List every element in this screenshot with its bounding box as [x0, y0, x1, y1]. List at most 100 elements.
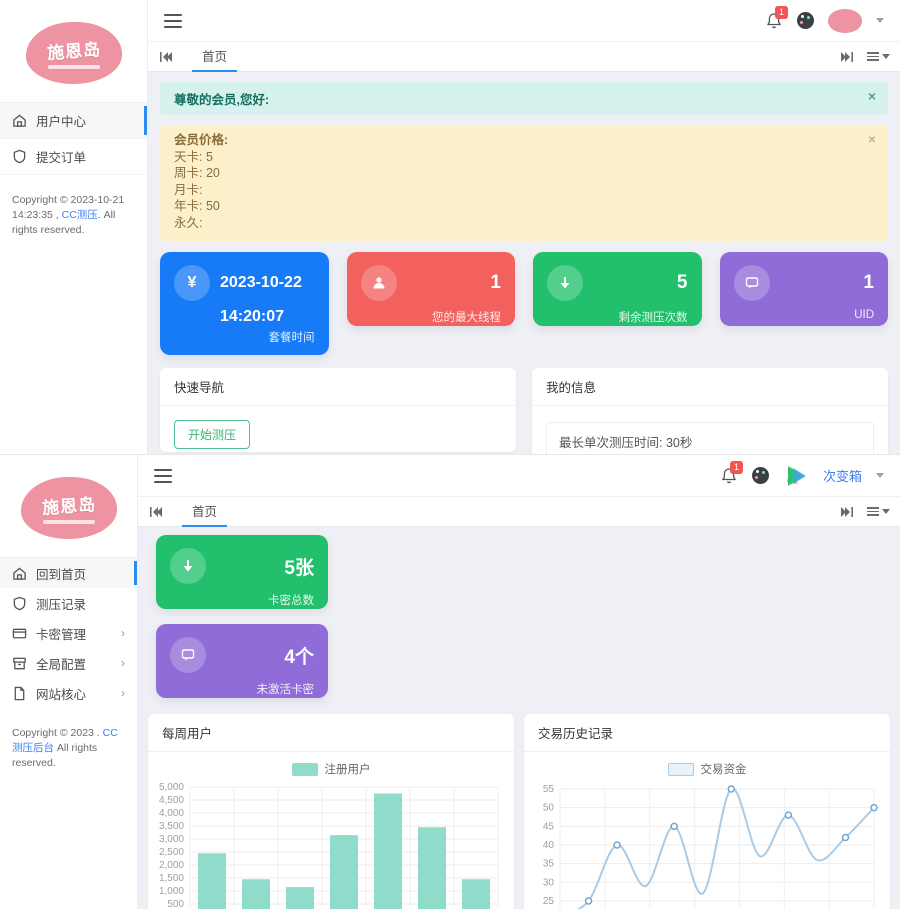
user-dashboard: 施恩岛 用户中心 提交订单 Copyright © 2023-10-21 14:… [0, 0, 900, 454]
logo-tagline [47, 65, 100, 69]
chart-title: 交易历史记录 [524, 714, 890, 752]
admin-topbar: 1 次变箱 [138, 455, 900, 497]
arrow-down-icon [170, 548, 206, 584]
svg-text:2,500: 2,500 [159, 847, 184, 858]
admin-avatar[interactable] [783, 463, 809, 489]
theme-palette-icon[interactable] [797, 12, 814, 29]
sidebar-item-label: 网站核心 [36, 687, 87, 702]
sidebar-item-card-keys[interactable]: 卡密管理 › [0, 618, 137, 648]
svg-text:45: 45 [543, 821, 555, 832]
user-sidebar: 施恩岛 用户中心 提交订单 Copyright © 2023-10-21 14:… [0, 0, 148, 454]
my-info-card: 我的信息 最长单次测压时间: 30秒 我的线程: 1 [532, 368, 888, 454]
package-date: 2023-10-22 [220, 274, 302, 291]
chart-title: 每周用户 [148, 714, 514, 752]
svg-text:25: 25 [543, 896, 555, 907]
user-menu-caret-icon[interactable] [876, 18, 884, 23]
hamburger-menu-icon[interactable] [154, 468, 172, 483]
username-link[interactable]: 次变箱 [822, 469, 862, 484]
tabs-options-icon[interactable] [867, 52, 890, 61]
sidebar-item-label: 回到首页 [36, 567, 87, 582]
svg-text:40: 40 [543, 840, 555, 851]
sidebar-item-user-center[interactable]: 用户中心 [0, 103, 147, 139]
hamburger-menu-icon[interactable] [164, 13, 182, 28]
admin-stat-cards: 5张 卡密总数 4个 未激活卡密 [148, 535, 890, 698]
sidebar-item-admin-home[interactable]: 回到首页 [0, 558, 137, 588]
notification-bell-icon[interactable]: 1 [720, 460, 743, 485]
tabs-options-icon[interactable] [867, 507, 890, 516]
copyright-text: Copyright © 2023-10-21 14:23:35 , CC测压. … [12, 194, 125, 237]
price-line: 永久: [174, 215, 203, 230]
sidebar-item-submit-order[interactable]: 提交订单 [0, 139, 147, 175]
stat-card-package-time: ¥ 2023-10-22 14:20:07 套餐时间 [160, 252, 329, 355]
svg-text:5,000: 5,000 [159, 782, 184, 793]
tabs-scroll-left-icon[interactable] [148, 504, 164, 520]
stat-label: 卡密总数 [268, 595, 314, 607]
price-line: 周卡: 20 [174, 166, 220, 180]
tab-home[interactable]: 首页 [192, 42, 238, 72]
user-menu-caret-icon[interactable] [876, 473, 884, 478]
tab-home[interactable]: 首页 [182, 497, 228, 527]
stat-value: 4个 [284, 646, 314, 668]
submenu-caret-icon: › [121, 656, 125, 670]
stat-label: 剩余测压次数 [618, 312, 688, 324]
legend-label: 注册用户 [324, 764, 371, 776]
stat-card-uid: 1 UID [719, 252, 888, 326]
svg-text:50: 50 [543, 803, 555, 814]
user-avatar[interactable] [828, 8, 862, 33]
sidebar-item-label: 提交订单 [36, 151, 87, 165]
comment-icon [733, 265, 770, 301]
legend-label: 交易资金 [700, 764, 747, 776]
stat-card-inactive-cards: 4个 未激活卡密 [156, 624, 328, 698]
stat-value: 5 [676, 272, 688, 293]
sidebar-item-label: 卡密管理 [36, 627, 87, 642]
theme-palette-icon[interactable] [751, 467, 769, 484]
trade-history-chart-card: 交易历史记录 交易资金 55 50 45 40 35 30 25 [524, 714, 890, 909]
tabs-scroll-right-icon[interactable] [839, 49, 855, 65]
sidebar-item-test-records[interactable]: 测压记录 [0, 588, 137, 618]
stat-label: 未激活卡密 [256, 684, 315, 696]
quick-nav-card: 快速导航 开始测压 [160, 368, 516, 452]
logo-tagline [42, 520, 95, 524]
alert-close-icon[interactable]: × [867, 131, 876, 147]
svg-text:3,000: 3,000 [159, 834, 184, 845]
price-line: 年卡: 50 [174, 199, 220, 213]
alert-close-icon[interactable]: × [867, 88, 876, 104]
app-logo[interactable]: 施恩岛 [0, 455, 137, 557]
tabs-scroll-left-icon[interactable] [158, 49, 174, 65]
svg-text:500: 500 [167, 899, 184, 909]
app-logo[interactable]: 施恩岛 [0, 0, 147, 102]
box-icon [12, 656, 27, 671]
logo-pink-blob: 施恩岛 [20, 477, 117, 539]
stat-value: 1 [490, 272, 501, 293]
shield-icon [12, 596, 27, 611]
trade-history-line-chart: 55 50 45 40 35 30 25 [543, 784, 878, 909]
copyright-link[interactable]: CC测压 [61, 209, 98, 222]
admin-sidebar: 施恩岛 回到首页 测压记录 卡密管理 › [0, 455, 138, 909]
copyright-text: Copyright © 2023 . CC测压后台 All rights res… [12, 727, 118, 770]
sidebar-item-global-config[interactable]: 全局配置 › [0, 648, 137, 678]
sidebar-item-label: 用户中心 [36, 115, 87, 129]
user-topbar: 1 [148, 0, 900, 42]
credit-card-icon [12, 626, 27, 641]
tabs-scroll-right-icon[interactable] [839, 504, 855, 520]
card-title: 快速导航 [160, 368, 516, 406]
sidebar-item-site-core[interactable]: 网站核心 › [0, 678, 137, 708]
svg-text:2,000: 2,000 [159, 860, 184, 871]
svg-text:35: 35 [543, 859, 555, 870]
notification-badge: 1 [729, 460, 743, 474]
admin-content: 5张 卡密总数 4个 未激活卡密 每周用户 [138, 527, 900, 909]
logo-pink-blob: 施恩岛 [25, 22, 122, 84]
user-sidebar-menu: 用户中心 提交订单 [0, 102, 147, 175]
yen-icon: ¥ [174, 265, 210, 301]
svg-text:55: 55 [543, 784, 555, 795]
notification-bell-icon[interactable]: 1 [765, 5, 788, 30]
stat-label: 您的最大线程 [432, 312, 501, 324]
stat-card-total-cards: 5张 卡密总数 [156, 535, 328, 609]
sidebar-item-label: 全局配置 [36, 657, 87, 672]
admin-sidebar-menu: 回到首页 测压记录 卡密管理 › 全局配置 › [0, 557, 137, 708]
start-test-button[interactable]: 开始测压 [174, 420, 251, 449]
weekly-users-chart-card: 每周用户 注册用户 5,000 4,500 4,000 3,500 3,000 2,500… [148, 714, 514, 909]
admin-tabbar: 首页 [138, 497, 900, 527]
copyright-link[interactable]: CC测压后台 [12, 727, 118, 755]
price-line: 天卡: 5 [174, 149, 213, 164]
